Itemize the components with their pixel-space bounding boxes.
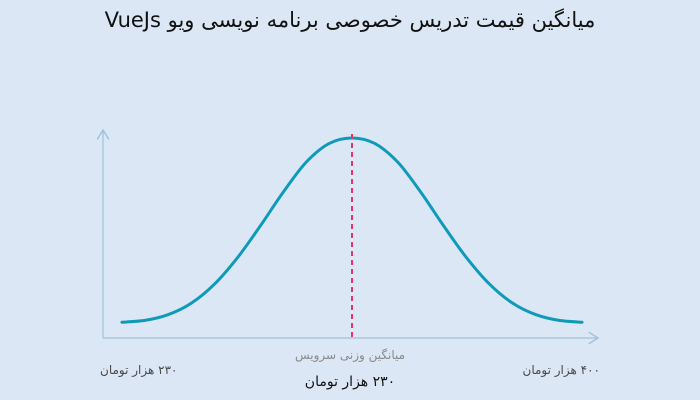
max-price-label: ۴۰۰ هزار تومان	[522, 363, 601, 377]
mean-value-label: ۲۳۰ هزار تومان	[304, 374, 396, 390]
min-price-label: ۲۳۰ هزار تومان	[100, 363, 178, 377]
chart-title: میانگین قیمت تدریس خصوصی برنامه نویسی وی…	[104, 8, 596, 32]
mean-caption: میانگین وزنی سرویس	[294, 348, 406, 362]
